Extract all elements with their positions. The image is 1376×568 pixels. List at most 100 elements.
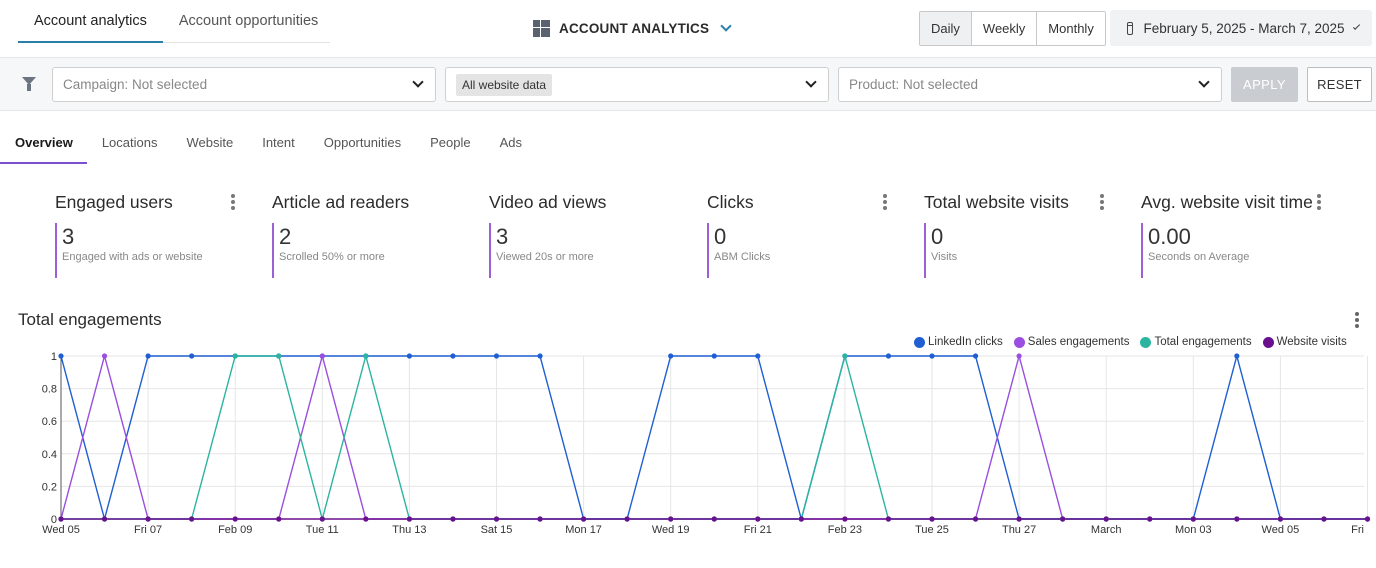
data-point-website-visits [1190, 516, 1196, 522]
data-point-website-visits [1060, 516, 1066, 522]
y-tick-label: 0.4 [42, 449, 57, 461]
legend-total-engagements[interactable]: Total engagements [1140, 336, 1252, 348]
data-point-website-visits [145, 516, 151, 522]
metric-subtitle: ABM Clicks [714, 251, 771, 263]
tab-website[interactable]: Website [186, 135, 234, 150]
period-monthly-button[interactable]: Monthly [1037, 12, 1105, 45]
legend-label: LinkedIn clicks [928, 336, 1003, 348]
campaign-select[interactable]: Campaign: Not selected [52, 67, 436, 102]
metric-title: Video ad views [489, 192, 607, 212]
chevron-down-icon [720, 20, 732, 32]
section-tabs: Overview Locations Website Intent Opport… [0, 126, 536, 164]
metric-accent-bar [489, 223, 491, 278]
period-toggle: Daily Weekly Monthly [919, 11, 1106, 46]
reset-button[interactable]: RESET [1307, 67, 1372, 102]
data-point-linkedin-clicks [1234, 353, 1240, 359]
legend-website-visits[interactable]: Website visits [1262, 336, 1347, 348]
data-point-website-visits [319, 516, 325, 522]
legend-linkedin-clicks[interactable]: LinkedIn clicks [914, 336, 1003, 348]
data-point-website-visits [363, 516, 369, 522]
data-point-total-engagements [232, 353, 238, 359]
y-tick-label: 1 [51, 351, 57, 363]
data-point-website-visits [929, 516, 935, 522]
product-select[interactable]: Product: Not selected [838, 67, 1222, 102]
data-point-linkedin-clicks [711, 353, 717, 359]
x-tick-label: Sat 15 [481, 524, 513, 536]
top-tabs: Account analytics Account opportunities [18, 0, 330, 43]
data-point-sales-engagements [101, 353, 108, 359]
metric-value: 3 [62, 224, 75, 249]
date-range-picker[interactable]: February 5, 2025 - March 7, 2025 [1110, 10, 1372, 46]
chevron-down-icon [805, 76, 817, 88]
metric-subtitle: Viewed 20s or more [496, 251, 594, 263]
view-selector[interactable]: ACCOUNT ANALYTICS [533, 18, 732, 38]
more-vert-icon[interactable] [225, 194, 241, 212]
legend-label: Sales engagements [1027, 336, 1130, 348]
data-point-website-visits [755, 516, 761, 522]
data-point-website-visits [1016, 516, 1022, 522]
data-point-website-visits [1234, 516, 1240, 522]
data-point-website-visits [406, 516, 412, 522]
data-point-linkedin-clicks [450, 353, 456, 359]
tab-people[interactable]: People [430, 135, 471, 150]
period-weekly-button[interactable]: Weekly [971, 12, 1038, 45]
tab-account-opportunities[interactable]: Account opportunities [178, 13, 319, 29]
apply-button[interactable]: APPLY [1231, 67, 1298, 102]
metric-accent-bar [272, 223, 274, 278]
x-tick-label: Fri [1351, 524, 1364, 536]
chart-legend: LinkedIn clicks Sales engagements Total … [914, 336, 1347, 348]
tab-intent[interactable]: Intent [262, 135, 295, 150]
data-point-sales-engagements [319, 353, 325, 359]
data-point-website-visits [189, 516, 195, 522]
period-daily-button[interactable]: Daily [920, 12, 972, 45]
data-point-website-visits [1277, 516, 1283, 522]
y-tick-label: 0 [51, 514, 57, 526]
legend-swatch [1013, 336, 1025, 348]
data-point-website-visits [276, 516, 282, 522]
x-tick-label: Wed 05 [42, 524, 80, 536]
x-tick-label: Tue 11 [306, 524, 339, 536]
metric-total-website-visits: Total website visits 0 Visits [924, 190, 1110, 282]
metric-article-ad-readers: Article ad readers 2 Scrolled 50% or mor… [272, 190, 458, 282]
data-point-website-visits [842, 516, 848, 522]
data-point-linkedin-clicks [406, 353, 412, 359]
metric-video-ad-views: Video ad views 3 Viewed 20s or more [489, 190, 675, 282]
more-vert-icon[interactable] [877, 194, 893, 212]
metric-value: 0 [714, 224, 727, 249]
data-point-total-engagements [363, 353, 369, 359]
metric-title: Article ad readers [272, 192, 410, 212]
data-point-website-visits [798, 516, 804, 522]
tab-overview[interactable]: Overview [0, 126, 88, 164]
tab-opportunities[interactable]: Opportunities [323, 135, 402, 150]
product-placeholder: Product: Not selected [849, 77, 979, 92]
more-vert-icon[interactable] [1094, 194, 1110, 212]
website-data-select[interactable]: All website data [445, 67, 829, 102]
metric-title: Engaged users [55, 192, 173, 212]
more-vert-icon[interactable] [1311, 194, 1327, 212]
data-point-linkedin-clicks [929, 353, 935, 359]
website-data-chip: All website data [456, 73, 553, 96]
metric-accent-bar [55, 223, 57, 278]
metric-subtitle: Scrolled 50% or more [279, 251, 385, 263]
metric-value: 2 [279, 224, 292, 249]
tab-ads[interactable]: Ads [499, 135, 522, 150]
data-point-website-visits [1103, 516, 1109, 522]
more-vert-icon[interactable] [1349, 312, 1365, 330]
calendar-icon [1127, 21, 1134, 35]
metric-value: 3 [496, 224, 509, 249]
y-tick-label: 0.8 [42, 384, 57, 396]
tab-locations[interactable]: Locations [101, 135, 158, 150]
x-tick-label: Feb 23 [828, 524, 862, 536]
tab-account-analytics[interactable]: Account analytics [18, 0, 163, 43]
data-point-website-visits [1364, 516, 1371, 522]
legend-label: Total engagements [1154, 336, 1252, 348]
metric-subtitle: Engaged with ads or website [62, 251, 203, 263]
data-point-linkedin-clicks [537, 353, 543, 359]
legend-sales-engagements[interactable]: Sales engagements [1013, 336, 1130, 348]
data-point-website-visits [1321, 516, 1327, 522]
metric-accent-bar [707, 223, 709, 278]
chevron-down-icon [412, 76, 424, 88]
y-tick-label: 0.2 [42, 481, 57, 493]
metric-value: 0.00 [1148, 224, 1191, 249]
x-tick-label: Feb 09 [218, 524, 252, 536]
